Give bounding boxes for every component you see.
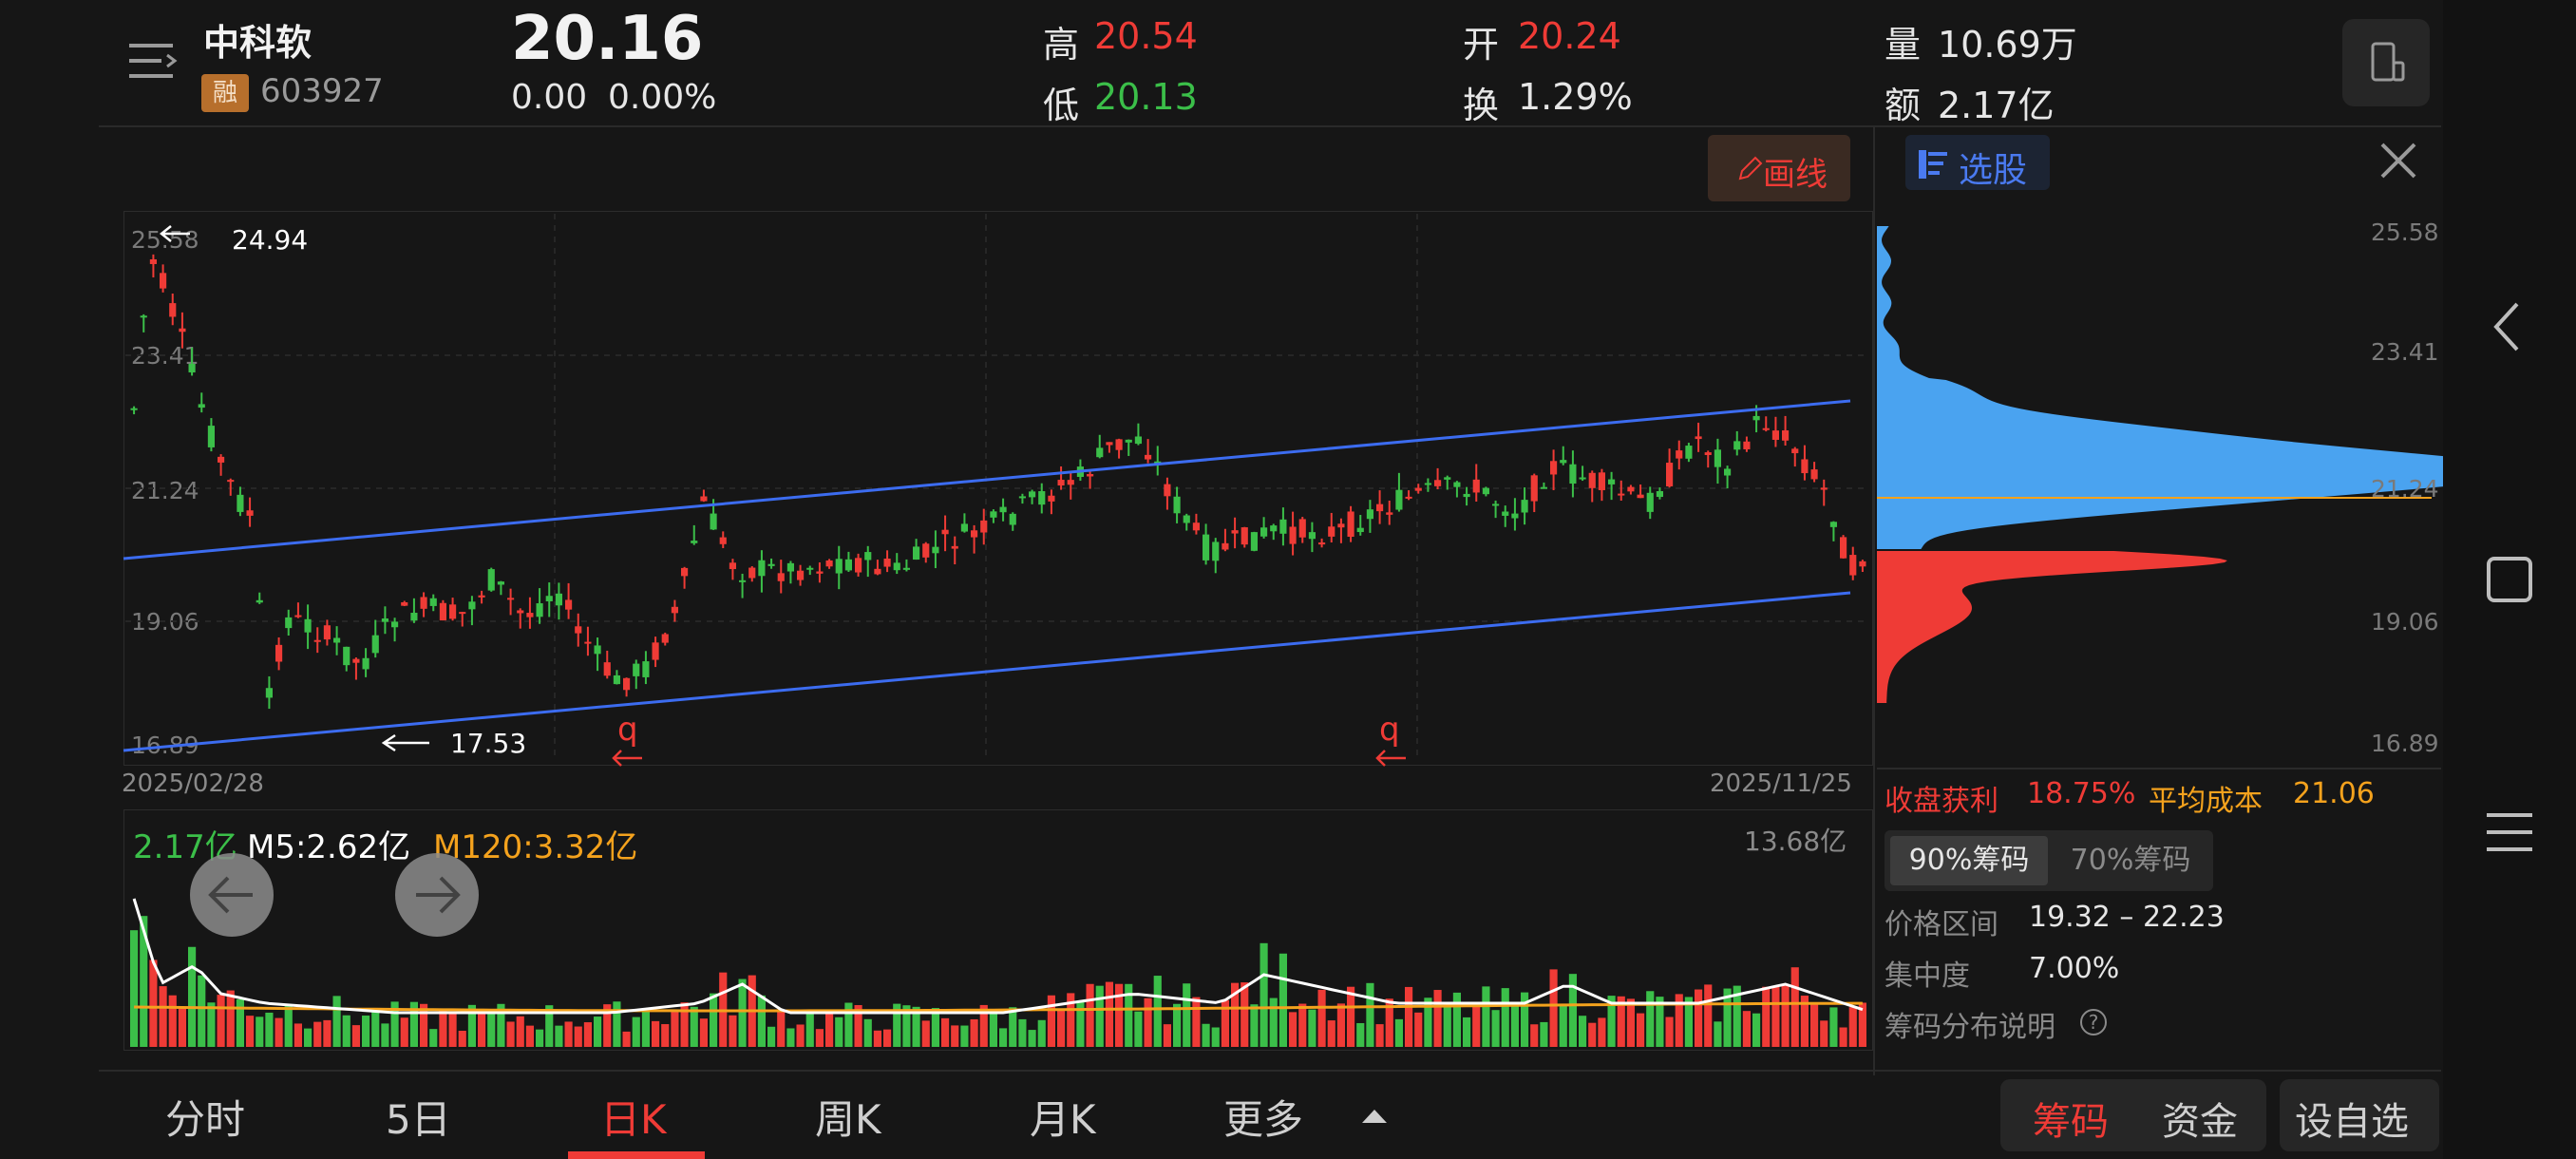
max-price-label: 24.94 [232, 224, 309, 256]
volume-value: 10.69万 [1938, 24, 2077, 66]
chip-y-tick: 21.24 [2371, 475, 2439, 503]
draw-line-button[interactable]: 画线 [1708, 135, 1850, 201]
chip-loss-area [1877, 551, 2227, 703]
chips-button-label: 筹码 [2033, 1100, 2109, 1144]
low-label: 低 [1043, 85, 1080, 126]
event-marker[interactable]: q [617, 711, 638, 749]
active-tab-indicator [568, 1151, 705, 1159]
kline-y-tick: 16.89 [131, 732, 199, 759]
chip-explain-link[interactable]: 筹码分布说明 ? [1885, 1003, 2107, 1045]
avg-cost-label: 平均成本 [2149, 785, 2263, 818]
chip-y-tick: 16.89 [2371, 730, 2439, 757]
tab-intraday[interactable]: 分时 [165, 1096, 246, 1143]
chip-explain-label: 筹码分布说明 [1885, 1011, 2055, 1044]
kline-y-tick: 21.24 [131, 477, 199, 504]
arrow-right-icon [416, 876, 461, 914]
turnover-label: 换 [1463, 85, 1500, 126]
back-icon[interactable] [2481, 298, 2538, 355]
scroll-right-button[interactable] [395, 853, 479, 937]
volume-m5: M5:2.62亿 [247, 828, 411, 866]
chip-y-tick: 19.06 [2371, 608, 2439, 636]
high-value: 20.54 [1094, 15, 1198, 57]
concentration-label: 集中度 [1885, 960, 1970, 993]
tab-monthly-k[interactable]: 月K [1030, 1096, 1096, 1143]
help-icon: ? [2080, 1009, 2107, 1036]
tab-chips-90[interactable]: 90%筹码 [1890, 836, 2048, 885]
pencil-icon [1738, 156, 1763, 180]
event-marker[interactable]: q [1379, 711, 1400, 749]
select-stock-button[interactable]: 选股 [1905, 135, 2050, 190]
start-date: 2025/02/28 [122, 770, 264, 798]
low-value: 20.13 [1094, 76, 1198, 118]
margin-badge: 融 [201, 74, 249, 112]
avg-cost-value: 21.06 [2293, 777, 2375, 810]
amount-value: 2.17亿 [1938, 85, 2055, 126]
kline-y-tick: 25.58 [131, 226, 199, 254]
price-change-pct: 0.00% [608, 78, 717, 117]
volume-max: 13.68亿 [1744, 826, 1847, 857]
price-range-value: 19.32 – 22.23 [2029, 901, 2225, 934]
profit-ratio-value: 18.75% [2027, 777, 2136, 810]
tab-weekly-k[interactable]: 周K [815, 1096, 881, 1143]
open-value: 20.24 [1518, 15, 1621, 57]
open-label: 开 [1463, 24, 1500, 66]
end-date: 2025/11/25 [1710, 770, 1852, 798]
menu-icon[interactable] [129, 42, 179, 80]
min-price-label: 17.53 [450, 728, 527, 759]
tab-chips-70[interactable]: 70%筹码 [2070, 844, 2191, 877]
chip-y-tick: 25.58 [2371, 218, 2439, 246]
stock-code: 603927 [260, 72, 384, 110]
svg-text:?: ? [2089, 1011, 2099, 1034]
price-range-label: 价格区间 [1885, 908, 1998, 941]
funds-button-label[interactable]: 资金 [2162, 1100, 2238, 1144]
draw-line-label: 画线 [1763, 156, 1828, 194]
close-icon[interactable] [2377, 139, 2420, 182]
high-label: 高 [1043, 24, 1080, 66]
chip-y-tick: 23.41 [2371, 338, 2439, 366]
turnover-value: 1.29% [1518, 76, 1633, 118]
list-filter-icon [1919, 150, 1947, 179]
kline-y-tick: 23.41 [131, 342, 199, 370]
current-price: 20.16 [511, 4, 704, 74]
system-nav-bar [2443, 0, 2576, 1159]
tab-5day[interactable]: 5日 [386, 1096, 451, 1143]
tab-more[interactable]: 更多 [1223, 1096, 1304, 1143]
home-icon[interactable] [2481, 551, 2538, 608]
stock-name: 中科软 [203, 22, 313, 64]
kline-chart[interactable] [123, 211, 1873, 766]
arrow-left-icon [208, 876, 253, 914]
tab-daily-k[interactable]: 日K [600, 1096, 667, 1143]
volume-chart[interactable] [123, 809, 1873, 1051]
add-watchlist-label: 设自选 [2295, 1100, 2409, 1144]
volume-label: 量 [1885, 24, 1922, 66]
price-change: 0.00 [511, 78, 588, 117]
landscape-toggle-button[interactable] [2342, 19, 2430, 106]
phone-rotate-icon [2371, 42, 2405, 82]
volume-m120: M120:3.32亿 [433, 828, 638, 866]
caret-up-icon[interactable] [1360, 1106, 1389, 1125]
scroll-left-button[interactable] [190, 853, 274, 937]
concentration-value: 7.00% [2029, 952, 2120, 985]
select-stock-label: 选股 [1959, 151, 2028, 190]
recents-icon[interactable] [2481, 804, 2538, 861]
add-watchlist-button[interactable] [2280, 1079, 2439, 1151]
chips-button[interactable] [2000, 1079, 2266, 1151]
kline-y-tick: 19.06 [131, 608, 199, 636]
amount-label: 额 [1885, 85, 1922, 126]
profit-ratio-label: 收盘获利 [1885, 785, 1998, 818]
